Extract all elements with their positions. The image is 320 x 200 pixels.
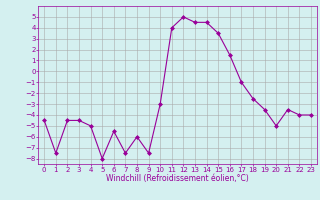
X-axis label: Windchill (Refroidissement éolien,°C): Windchill (Refroidissement éolien,°C): [106, 174, 249, 183]
